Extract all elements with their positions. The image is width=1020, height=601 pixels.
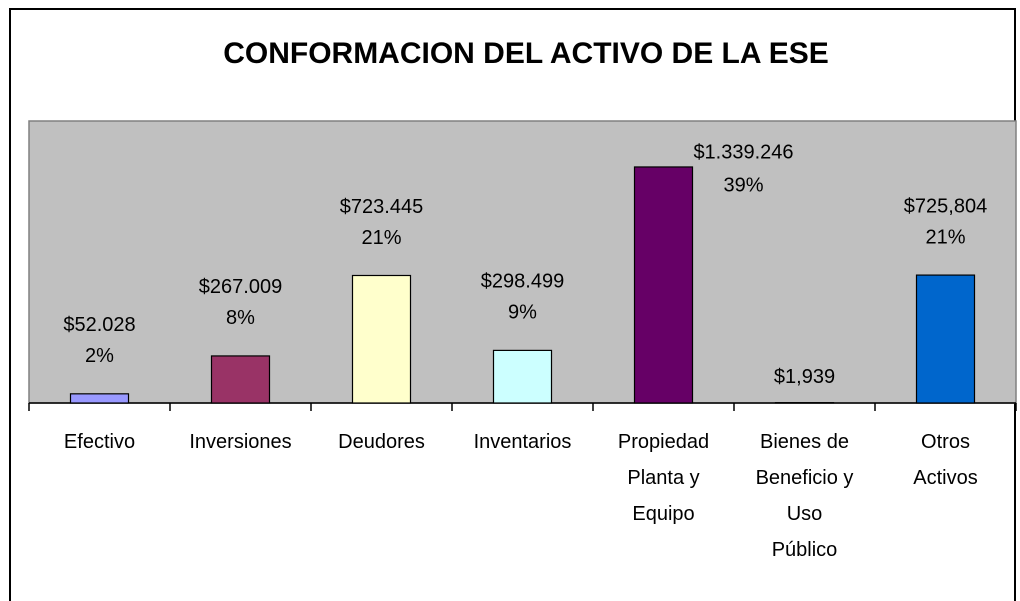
value-label: $267.009 xyxy=(199,276,282,298)
value-label: $52.028 xyxy=(63,314,135,336)
percentage-label: 2% xyxy=(85,345,114,367)
x-tick-label: Inventarios xyxy=(474,431,572,453)
bar xyxy=(492,349,553,404)
value-label: $1.339.246 xyxy=(693,141,793,163)
x-tick-label: Inversiones xyxy=(189,431,291,453)
percentage-label: 21% xyxy=(361,227,401,249)
value-label: $1,939 xyxy=(774,366,835,388)
bar xyxy=(915,274,976,404)
bar xyxy=(633,166,694,404)
value-label: $723.445 xyxy=(340,196,423,218)
x-tick-label: Efectivo xyxy=(64,431,135,453)
percentage-label: 21% xyxy=(925,226,965,248)
bar xyxy=(210,355,271,404)
percentage-label: 8% xyxy=(226,307,255,329)
chart-title: CONFORMACION DEL ACTIVO DE LA ESE xyxy=(223,37,829,70)
value-label: $725,804 xyxy=(904,195,987,217)
bar xyxy=(69,393,130,404)
bar xyxy=(351,274,412,404)
x-tick-label: Bienes de Beneficio y Uso Público xyxy=(756,431,854,561)
percentage-label: 9% xyxy=(508,302,537,324)
x-tick-label: Otros Activos xyxy=(913,431,977,489)
percentage-label: 39% xyxy=(723,174,763,196)
value-label: $298.499 xyxy=(481,271,564,293)
x-tick-label: Propiedad Planta y Equipo xyxy=(618,431,709,525)
x-tick-label: Deudores xyxy=(338,431,425,453)
